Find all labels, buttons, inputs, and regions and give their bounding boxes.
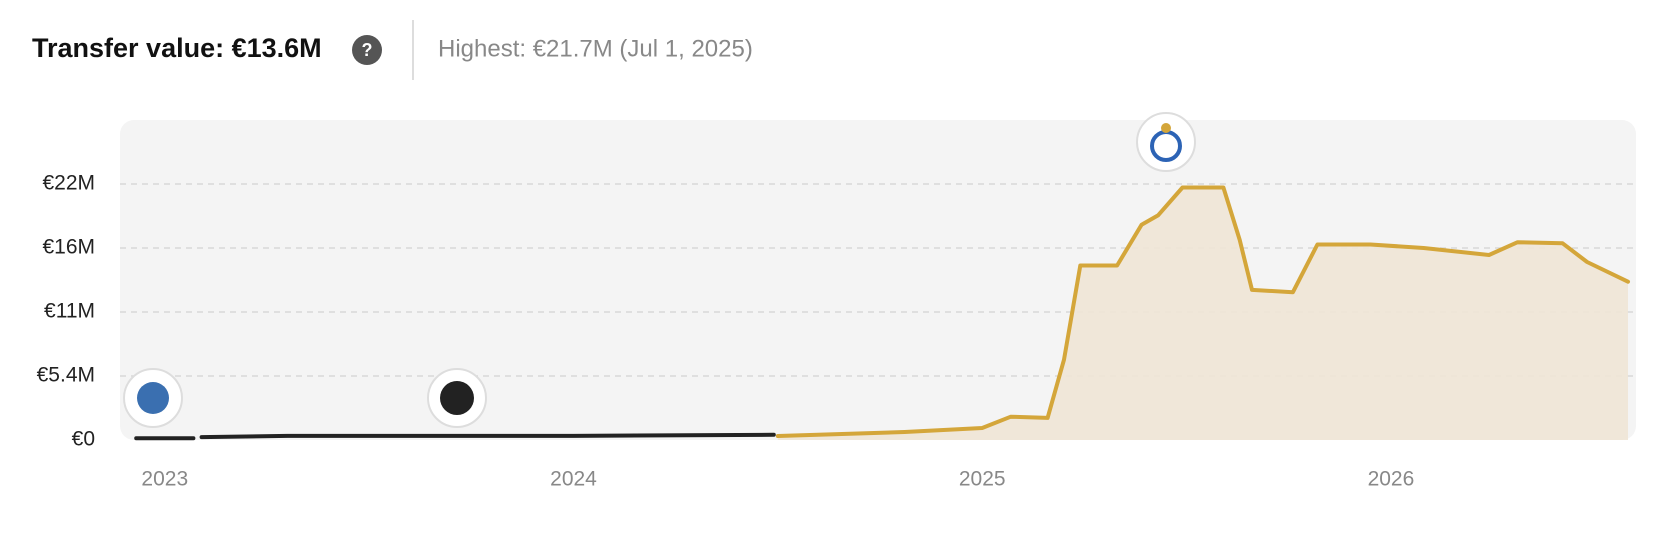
help-icon[interactable]: ? [362,40,373,60]
chart-subtitle: Highest: €21.7M (Jul 1, 2025) [438,35,753,62]
club-logo[interactable] [427,368,487,428]
x-tick-label: 2026 [1368,468,1415,491]
line [134,432,776,441]
x-tick-label: 2025 [959,468,1006,491]
x-tick-label: 2024 [550,468,597,491]
club-logo[interactable] [123,368,183,428]
chart-title: Transfer value: €13.6M [32,33,322,63]
y-tick-label: €5.4M [37,364,95,387]
x-tick-label: 2023 [141,468,188,491]
club-logo-crown [1161,123,1171,133]
plot: €0 €5.4M €11M €16M €22M 2023 2024 2025 2026 [37,172,1636,491]
help-button[interactable] [352,35,382,65]
y-tick-label: €11M [44,300,95,323]
y-tick-label: €0 [72,428,95,451]
club-logo-ring [1136,112,1196,172]
y-tick-label: €16M [42,236,95,259]
club-logo-badge [137,382,169,414]
area [777,187,1628,440]
y-tick-label: €22M [42,172,95,195]
club-logo-badge [440,381,474,415]
club-logo[interactable] [1136,112,1196,172]
line [775,185,1630,438]
